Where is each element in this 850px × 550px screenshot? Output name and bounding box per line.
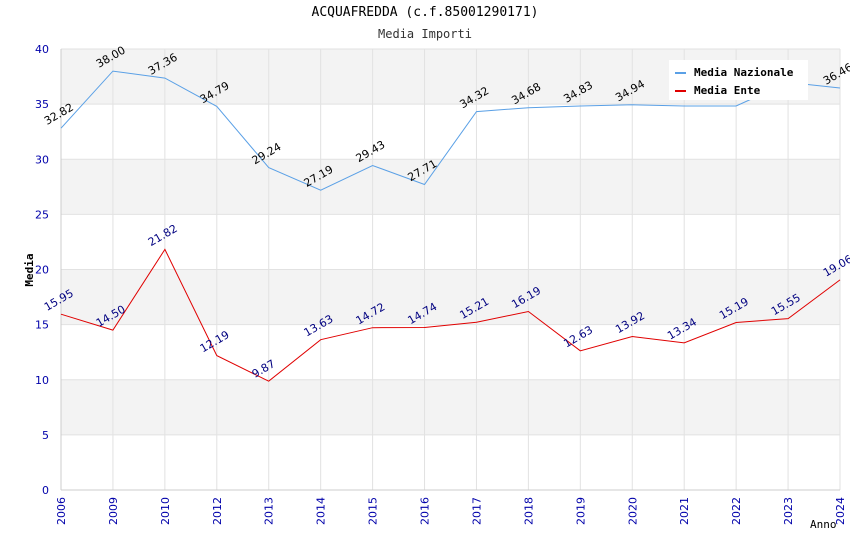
legend: Media Nazionale Media Ente xyxy=(669,60,808,100)
x-tick-label: 2022 xyxy=(730,497,743,525)
x-tick-label: 2020 xyxy=(626,497,639,525)
x-tick-label: 2021 xyxy=(678,497,691,525)
y-tick-label: 20 xyxy=(35,264,49,277)
y-tick-label: 0 xyxy=(42,484,49,497)
x-tick-label: 2010 xyxy=(159,497,172,525)
grid-band xyxy=(61,159,840,215)
y-tick-label: 35 xyxy=(35,98,49,111)
series-line-ente xyxy=(60,248,841,382)
y-tick-label: 5 xyxy=(42,429,49,442)
x-tick-label: 2012 xyxy=(211,497,224,525)
grid-band xyxy=(61,379,840,435)
x-tick-label: 2014 xyxy=(315,497,328,525)
y-tick-label: 40 xyxy=(35,43,49,56)
legend-label-ente: Media Ente xyxy=(694,84,761,97)
x-tick-label: 2019 xyxy=(574,497,587,525)
y-tick-label: 30 xyxy=(35,153,49,166)
x-tick-label: 2023 xyxy=(782,497,795,525)
legend-label-nazionale: Media Nazionale xyxy=(694,66,794,79)
legend-swatch-nazionale xyxy=(675,71,686,74)
x-tick-label: 2015 xyxy=(367,497,380,525)
legend-item-ente: Media Ente xyxy=(675,84,760,97)
y-tick-label: 25 xyxy=(35,208,49,221)
data-label: 21.82 xyxy=(146,222,180,249)
x-tick-label: 2017 xyxy=(470,497,483,525)
y-tick-label: 10 xyxy=(35,374,49,387)
x-tick-label: 2018 xyxy=(522,497,535,525)
x-tick-label: 2024 xyxy=(834,497,847,525)
legend-item-nazionale: Media Nazionale xyxy=(675,66,793,79)
series-line-nazionale xyxy=(60,70,841,191)
x-tick-label: 2006 xyxy=(55,497,68,525)
data-label: 12.63 xyxy=(561,323,595,350)
chart-subtitle: Media Importi xyxy=(378,27,472,41)
y-tick-label: 15 xyxy=(35,319,49,332)
x-tick-label: 2016 xyxy=(419,497,432,525)
grid-band xyxy=(61,269,840,325)
x-tick-label: 2013 xyxy=(263,497,276,525)
y-axis-label: Media xyxy=(23,253,36,286)
x-axis-label: Anno xyxy=(810,518,837,531)
chart-title: ACQUAFREDDA (c.f.85001290171) xyxy=(311,5,539,20)
x-tick-label: 2009 xyxy=(107,497,120,525)
legend-swatch-ente xyxy=(675,89,686,92)
